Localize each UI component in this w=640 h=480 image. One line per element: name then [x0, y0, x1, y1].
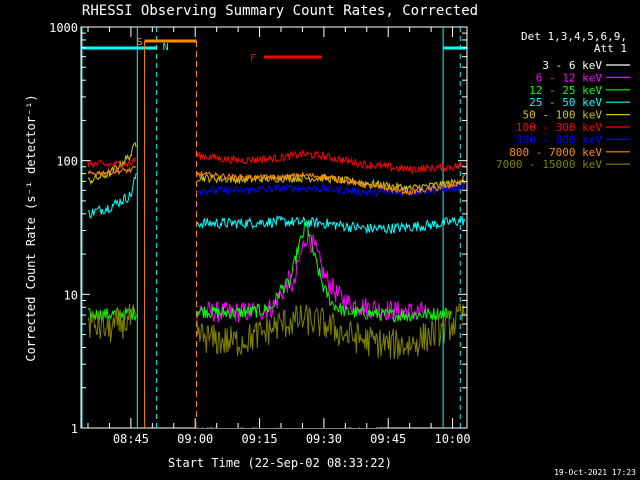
x-axis-label: Start Time (22-Sep-02 08:33:22): [168, 456, 392, 470]
y-tick-label: 10: [64, 288, 78, 302]
series-line: [87, 141, 137, 186]
chart-title: RHESSI Observing Summary Count Rates, Co…: [82, 3, 478, 19]
x-tick-label: 10:00: [434, 432, 470, 446]
y-tick-label: 1000: [49, 21, 78, 35]
series-line: [87, 173, 137, 219]
legend-label: 25 - 50 keV: [529, 96, 602, 109]
series-line: [196, 214, 466, 235]
legend-label: 50 - 100 keV: [523, 109, 603, 122]
x-tick-label: 09:15: [241, 432, 277, 446]
series-line: [87, 303, 137, 343]
series-line: [196, 170, 466, 196]
series-layer: [87, 141, 466, 428]
legend-label: 6 - 12 keV: [536, 71, 603, 84]
legend-label: 7000 - 15000 keV: [496, 158, 602, 171]
legend-label: 3 - 6 keV: [542, 59, 602, 72]
series-line: [196, 303, 466, 360]
night-label: N: [163, 42, 169, 53]
series-line: [196, 149, 466, 175]
y-axis-label: Corrected Count Rate (s⁻¹ detector⁻¹): [24, 94, 38, 361]
axes-layer: 1 10 100 1000 08:45 09:00 09:15 09:30 09:45 10:00: [49, 21, 471, 446]
marker-layer: S N F: [81, 27, 467, 428]
footer-date: 19-Oct-2021 17:23: [554, 468, 636, 477]
series-line: [196, 220, 453, 323]
x-tick-label: 08:45: [113, 432, 149, 446]
series-line: [196, 328, 379, 428]
x-tick-label: 09:00: [177, 432, 213, 446]
series-line: [87, 306, 137, 322]
legend-header: Det 1,3,4,5,6,9,: [521, 30, 627, 43]
series-line: [87, 157, 137, 169]
y-tick-label: 1: [71, 422, 78, 436]
legend-label: 800 - 7000 keV: [509, 146, 602, 159]
legend-header: Att 1: [594, 42, 627, 55]
series-line: [87, 165, 137, 177]
flare-label: F: [250, 53, 256, 64]
x-tick-label: 09:45: [370, 432, 406, 446]
legend-label: 100 - 300 keV: [516, 121, 602, 134]
x-tick-label: 09:30: [306, 432, 342, 446]
legend-label: 12 - 25 keV: [529, 84, 602, 97]
legend-label: 300 - 800 keV: [516, 133, 602, 146]
y-tick-label: 100: [56, 155, 78, 169]
saa-label: S: [137, 37, 143, 48]
